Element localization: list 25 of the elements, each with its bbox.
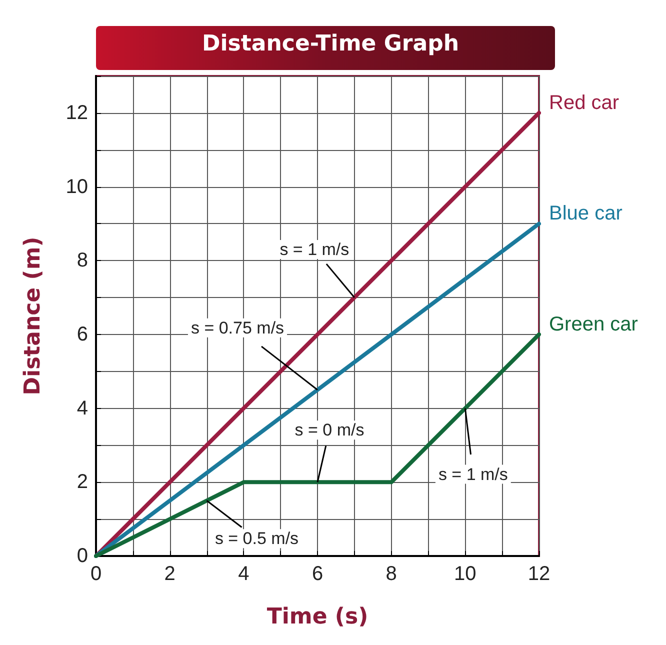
annotation: s = 1 m/s <box>438 464 508 484</box>
series-label: Blue car <box>549 202 623 225</box>
x-tick-label: 6 <box>312 563 324 585</box>
y-tick-label: 6 <box>76 323 88 346</box>
y-tick-label: 0 <box>76 545 88 567</box>
y-tick-label: 8 <box>76 250 88 272</box>
x-tick-label: 8 <box>386 563 397 585</box>
x-tick-label: 10 <box>454 563 476 585</box>
x-tick-label: 0 <box>90 563 102 585</box>
y-tick-label: 2 <box>76 471 88 494</box>
x-tick-label: 2 <box>164 563 176 585</box>
chart-title: Distance-Time Graph <box>202 32 459 56</box>
y-axis-title: Distance (m) <box>20 236 46 396</box>
series-label: Green car <box>549 313 638 336</box>
annotation: s = 0 m/s <box>294 420 364 440</box>
annotation: s = 0.75 m/s <box>190 318 284 338</box>
annotation: s = 0.5 m/s <box>214 529 299 548</box>
y-tick-label: 12 <box>66 102 88 124</box>
x-tick-label: 12 <box>528 563 550 585</box>
y-tick-label: 10 <box>66 176 88 198</box>
x-tick-label: 4 <box>238 563 250 585</box>
annotation: s = 1 m/s <box>280 240 350 260</box>
y-tick-label: 4 <box>76 397 88 420</box>
series-label: Red car <box>549 92 620 114</box>
x-axis-title: Time (s) <box>266 604 368 630</box>
